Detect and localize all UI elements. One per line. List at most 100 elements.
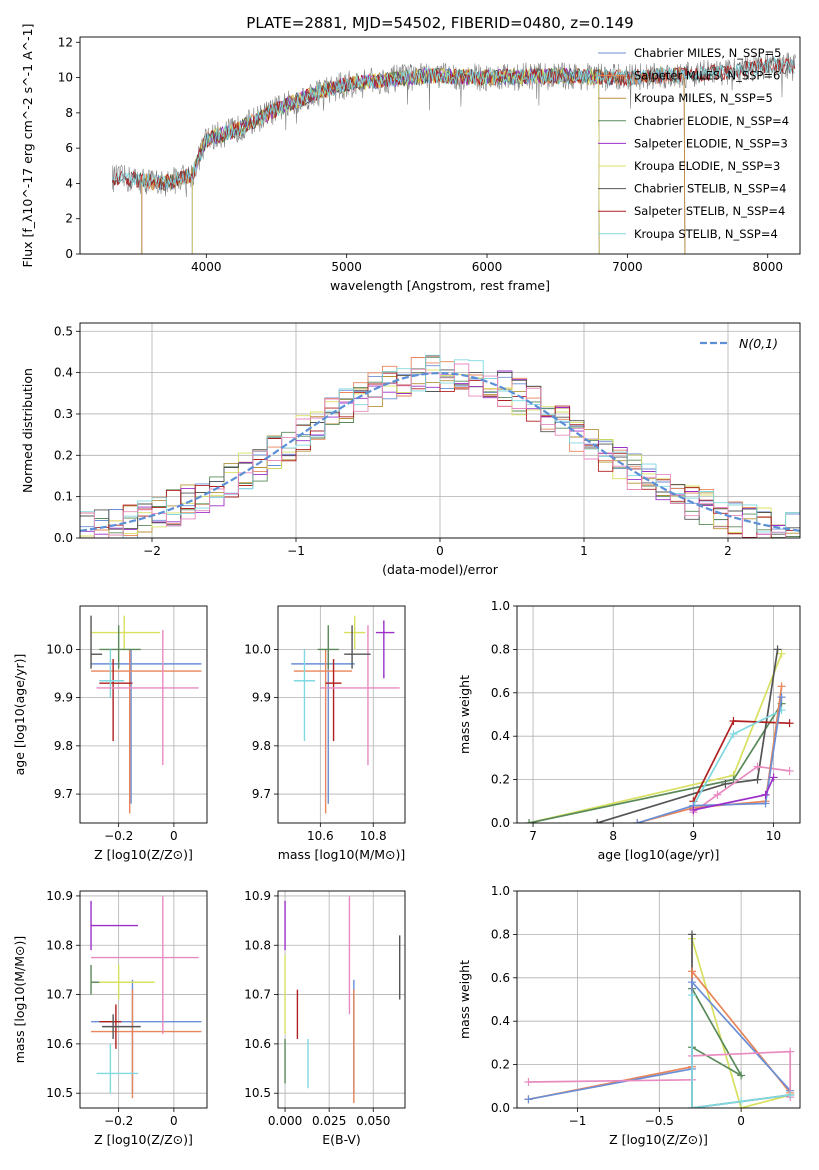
- gaussian-curve: [80, 371, 800, 532]
- x-tick-label: 0.050: [356, 1114, 390, 1128]
- y-tick-label: 10.5: [244, 1086, 271, 1100]
- plot-area: [524, 930, 795, 1108]
- y-tick-label: 10.7: [244, 988, 271, 1002]
- y-tick-label: 1.0: [491, 884, 510, 898]
- histogram-pink: [80, 363, 800, 538]
- plot-area: [284, 895, 401, 1104]
- y-tick-label: 10.0: [46, 642, 73, 656]
- x-axis-label: (data-model)/error: [382, 562, 499, 577]
- plot-area: [525, 645, 794, 823]
- y-tick-label: 0.3: [54, 407, 73, 421]
- axes-frame: [277, 890, 406, 1109]
- y-tick-label: 9.7: [252, 787, 271, 801]
- x-axis-label: Z [log10(Z/Z⊙)]: [609, 1132, 708, 1147]
- x-tick-label: 0.000: [268, 1114, 302, 1128]
- y-tick-label: 0.1: [54, 490, 73, 504]
- y-tick-label: 0.5: [54, 324, 73, 338]
- y-tick-label: 10.8: [244, 938, 271, 952]
- legend-label-chabrier_stelib: Chabrier STELIB, N_SSP=4: [634, 182, 786, 196]
- y-tick-label: 9.9: [54, 691, 73, 705]
- x-axis-label: wavelength [Angstrom, rest frame]: [330, 278, 550, 293]
- y-tick-label: 0.4: [491, 1014, 510, 1028]
- y-tick-label: 8: [65, 106, 73, 120]
- y-tick-label: 0.6: [491, 971, 510, 985]
- y-tick-label: 0.0: [491, 816, 510, 830]
- x-tick-label: 1: [580, 544, 588, 558]
- mass-vs-metallicity-panel: −0.2 0 10.5 10.6 10.7 10.8 10.9 Z [log10(Z/Z⊙)]…: [12, 889, 208, 1147]
- y-axis-label: mass weight: [457, 960, 472, 1039]
- residuals-panel: −2 −1 0 1 2 0.0 0.1 0.2 0.3 0.4 0.5 (data-model)/er…: [20, 322, 801, 577]
- plot-area: [90, 895, 202, 1099]
- y-tick-label: 0.2: [491, 773, 510, 787]
- plot-area: [90, 615, 202, 814]
- x-tick-label: 10: [766, 829, 781, 843]
- x-tick-label: −0.5: [645, 1114, 674, 1128]
- y-tick-label: 9.8: [54, 739, 73, 753]
- y-axis-label: Normed distribution: [20, 368, 35, 493]
- x-tick-label: 0: [436, 544, 444, 558]
- x-tick-label: 8000: [752, 260, 783, 274]
- x-tick-label: 7000: [612, 260, 643, 274]
- x-tick-label: 8: [609, 829, 617, 843]
- y-tick-label: 0.8: [491, 642, 510, 656]
- plot-area: [111, 51, 796, 254]
- series-line-kroupa_stelib: [691, 995, 791, 1108]
- x-tick-label: 2: [724, 544, 732, 558]
- x-tick-label: 4000: [191, 260, 222, 274]
- spectrum-model-salpeter_miles: [141, 66, 686, 254]
- y-tick-label: 10.9: [244, 889, 271, 903]
- x-tick-label: 9: [690, 829, 698, 843]
- axes-frame: [516, 890, 801, 1109]
- spectrum-model-kroupa_stelib: [111, 56, 795, 189]
- x-tick-label: 0: [737, 1114, 745, 1128]
- y-tick-label: 6: [65, 141, 73, 155]
- x-tick-label: −1: [287, 544, 305, 558]
- y-tick-label: 0.0: [491, 1101, 510, 1115]
- x-tick-label: 0: [170, 829, 178, 843]
- series-line-chabrier_stelib: [596, 649, 779, 823]
- y-tick-label: 10.6: [244, 1037, 271, 1051]
- axes-frame: [277, 605, 406, 824]
- legend-label-chabrier_miles: Chabrier MILES, N_SSP=5: [634, 46, 781, 60]
- x-tick-label: 0: [170, 1114, 178, 1128]
- y-tick-label: 4: [65, 176, 73, 190]
- x-axis-label: Z [log10(Z/Z⊙)]: [94, 1132, 193, 1147]
- y-axis-label: mass [log10(M/M⊙)]: [12, 936, 27, 1064]
- legend-label-kroupa_elodie: Kroupa ELODIE, N_SSP=3: [634, 159, 780, 173]
- x-tick-label: −0.2: [104, 829, 133, 843]
- y-tick-label: 0.2: [491, 1058, 510, 1072]
- y-axis-label: age [log10(age/yr)]: [12, 654, 27, 776]
- series-line-pink: [692, 765, 790, 813]
- spectrum-model-chabrier_elodie: [191, 66, 600, 254]
- y-tick-label: 0.4: [491, 729, 510, 743]
- massweight-vs-age-panel: 7 8 9 10 0.0 0.2 0.4 0.6 0.8 1.0 age [log10(age/yr…: [457, 599, 801, 862]
- x-tick-label: 5000: [331, 260, 362, 274]
- legend-label-gaussian: N(0,1): [739, 336, 778, 351]
- x-tick-label: 10.8: [360, 829, 387, 843]
- y-tick-label: 10: [58, 71, 73, 85]
- y-tick-label: 10.9: [46, 889, 73, 903]
- y-tick-label: 9.9: [252, 691, 271, 705]
- series-line-kroupa_elodie: [691, 938, 791, 1108]
- y-tick-label: 12: [58, 35, 73, 49]
- y-tick-label: 0.8: [491, 927, 510, 941]
- legend-label-salpeter_elodie: Salpeter ELODIE, N_SSP=3: [634, 136, 788, 150]
- y-tick-label: 10.5: [46, 1086, 73, 1100]
- legend-label-kroupa_miles: Kroupa MILES, N_SSP=5: [634, 91, 773, 105]
- spectrum-legend: Chabrier MILES, N_SSP=5 Salpeter MILES, N…: [598, 46, 789, 241]
- x-axis-label: age [log10(age/yr)]: [598, 847, 720, 862]
- y-axis-label: Flux [f_λ10^-17 erg cm^-2 s^-1 A^-1]: [20, 24, 35, 268]
- legend-label-kroupa_stelib: Kroupa STELIB, N_SSP=4: [634, 227, 778, 241]
- y-tick-label: 10.0: [244, 642, 271, 656]
- axes-frame: [79, 322, 801, 539]
- legend-label-chabrier_elodie: Chabrier ELODIE, N_SSP=4: [634, 114, 789, 128]
- x-tick-label: −2: [143, 544, 161, 558]
- axes-frame: [79, 605, 208, 824]
- axes-frame: [79, 890, 208, 1109]
- plot-area: [80, 354, 800, 538]
- massweight-vs-metallicity-panel: −1 −0.5 0 0.0 0.2 0.4 0.6 0.8 1.0 Z [log10(Z/Z⊙)]…: [457, 884, 801, 1147]
- plot-area: [291, 615, 400, 814]
- figure-title: PLATE=2881, MJD=54502, FIBERID=0480, z=0…: [246, 14, 633, 32]
- y-tick-label: 2: [65, 212, 73, 226]
